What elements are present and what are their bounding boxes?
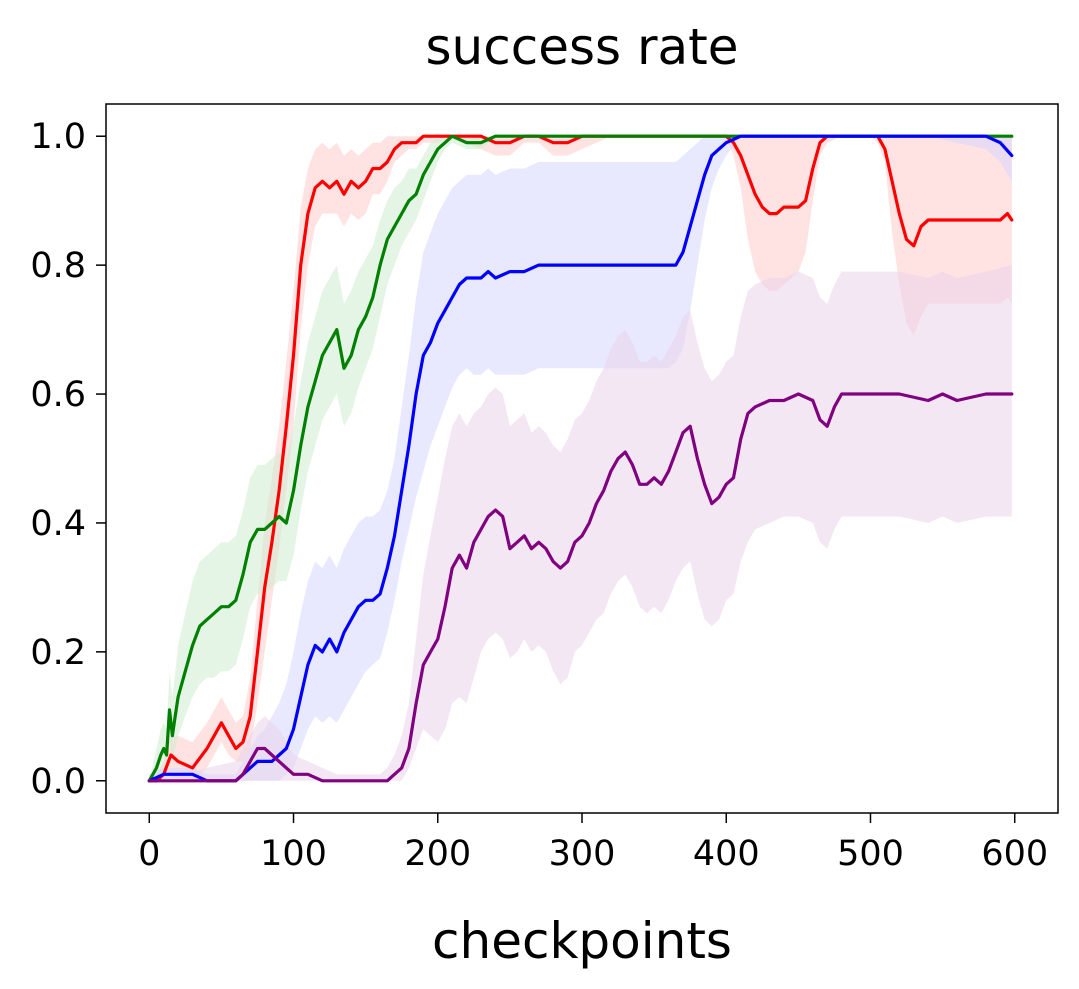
x-tick-label: 200 (404, 834, 471, 874)
series-4-line (147, 392, 1014, 783)
y-tick-label: 0.0 (30, 762, 86, 802)
series-3-line (147, 134, 1014, 783)
x-tick-label: 300 (549, 834, 616, 874)
series-3-band (149, 136, 1012, 781)
y-axis-ticks: 0.0 0.2 0.4 0.6 0.8 1.0 (30, 117, 106, 802)
x-axis-label: checkpoints (432, 912, 732, 970)
y-tick-label: 0.2 (30, 633, 86, 673)
y-tick-label: 0.6 (30, 375, 86, 415)
series-2-line (147, 134, 1014, 783)
x-tick-label: 500 (837, 834, 904, 874)
y-tick-label: 0.8 (30, 246, 86, 286)
y-tick-label: 0.4 (30, 504, 86, 544)
x-tick-label: 0 (138, 834, 160, 874)
y-tick-label: 1.0 (30, 117, 86, 157)
x-tick-label: 100 (260, 834, 327, 874)
series-lines (147, 134, 1014, 783)
x-tick-label: 400 (693, 834, 760, 874)
series-1-band (149, 136, 1012, 781)
series-2-band (149, 136, 1012, 781)
x-tick-label: 600 (981, 834, 1048, 874)
chart-title: success rate (425, 18, 738, 76)
x-axis-ticks: 0 100 200 300 400 500 600 (138, 813, 1048, 874)
